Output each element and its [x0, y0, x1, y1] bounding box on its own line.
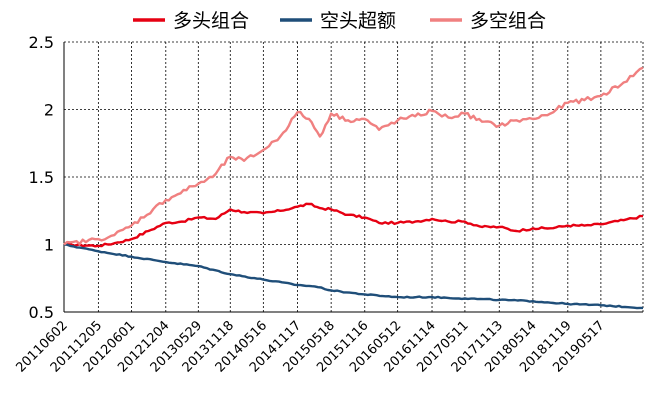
series-lines: [63, 66, 644, 310]
series-line: [63, 66, 644, 246]
legend: 多头组合 空头超额 多空组合: [133, 10, 546, 32]
axes: [63, 42, 643, 313]
y-tick-label: 0.5: [29, 303, 54, 322]
y-tick-label: 2.5: [29, 33, 54, 52]
y-tick-labels: 0.5 1 1.5 2 2.5: [29, 33, 54, 322]
y-tick-label: 1: [44, 236, 54, 255]
legend-label: 空头超额: [320, 10, 396, 32]
legend-label: 多头组合: [173, 10, 249, 32]
legend-label: 多空组合: [470, 10, 546, 32]
grid: [64, 41, 644, 312]
series-line: [63, 243, 643, 310]
y-tick-label: 1.5: [29, 168, 54, 187]
x-tick-labels: 2011060220111205201206012012120420130529…: [13, 318, 607, 375]
series-line: [63, 202, 644, 248]
y-tick-label: 2: [44, 101, 54, 120]
